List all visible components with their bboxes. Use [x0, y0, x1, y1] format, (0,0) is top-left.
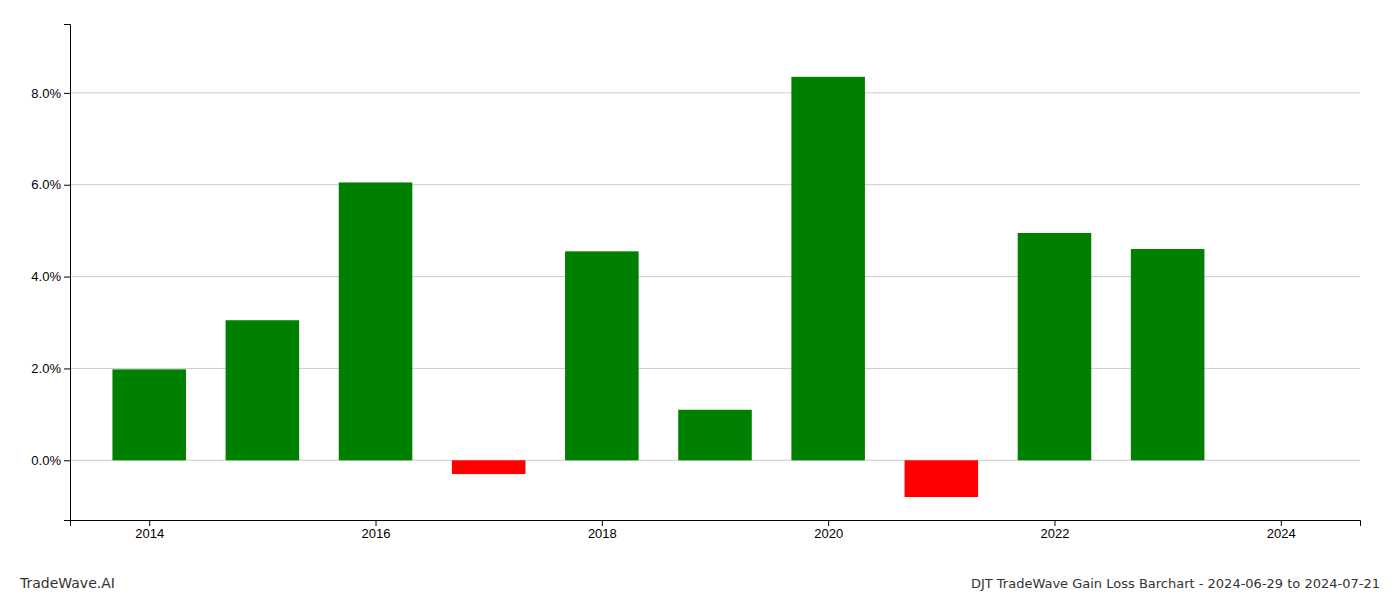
- y-tick-mark: [64, 460, 70, 461]
- y-axis-line: [64, 25, 71, 521]
- x-tick-label: 2024: [1267, 526, 1296, 541]
- grid-line: [70, 184, 1360, 185]
- x-axis-line: [71, 521, 1361, 527]
- grid-line: [70, 92, 1360, 93]
- bar: [791, 77, 865, 460]
- bar: [339, 182, 413, 460]
- annotation: TradeWave.AI: [19, 575, 115, 591]
- y-tick: 6.0%: [31, 177, 70, 192]
- plot-area: 0.0% 2.0% 4.0% 6.0% 8.0% 2014 2016 2018 2020 2022…: [31, 25, 1360, 542]
- y-axis: 0.0% 2.0% 4.0% 6.0% 8.0%: [31, 25, 70, 521]
- x-tick: 2014: [135, 520, 164, 541]
- x-tick-mark: [376, 520, 377, 526]
- bar: [565, 251, 639, 460]
- bar: [678, 410, 752, 461]
- x-tick-mark: [828, 520, 829, 526]
- chart: 0.0% 2.0% 4.0% 6.0% 8.0% 2014 2016 2018 2020 2022…: [0, 0, 1400, 600]
- bar: [1131, 249, 1205, 460]
- bar: [226, 320, 300, 460]
- y-tick-label: 2.0%: [31, 361, 61, 376]
- x-tick-label: 2020: [814, 526, 843, 541]
- x-tick: 2020: [814, 520, 843, 541]
- x-tick-mark: [602, 520, 603, 526]
- y-tick-label: 6.0%: [31, 177, 61, 192]
- x-tick-mark: [149, 520, 150, 526]
- bar: [452, 460, 526, 474]
- x-tick: 2024: [1267, 520, 1296, 541]
- bar: [1018, 233, 1092, 460]
- grid: [70, 93, 1360, 460]
- x-tick-label: 2022: [1041, 526, 1070, 541]
- title: DJT TradeWave Gain Loss Barchart - 2024-…: [971, 576, 1380, 591]
- x-axis: 2014 2016 2018 2020 2022 2024: [71, 520, 1361, 541]
- y-tick-mark: [64, 368, 70, 369]
- y-tick: 8.0%: [31, 86, 70, 101]
- y-tick-mark: [64, 93, 70, 94]
- x-tick: 2022: [1041, 520, 1070, 541]
- x-tick-mark: [1281, 520, 1282, 526]
- y-tick-label: 4.0%: [31, 269, 61, 284]
- y-tick: 0.0%: [31, 453, 70, 468]
- bar: [905, 460, 979, 497]
- y-tick-mark: [64, 185, 70, 186]
- bar: [112, 369, 186, 460]
- x-tick: 2018: [588, 520, 617, 541]
- x-tick-mark: [1054, 520, 1055, 526]
- bars: [112, 77, 1204, 497]
- y-tick-label: 0.0%: [31, 453, 61, 468]
- x-tick-label: 2016: [362, 526, 391, 541]
- x-tick: 2016: [362, 520, 391, 541]
- y-tick-mark: [64, 277, 70, 278]
- y-tick: 2.0%: [31, 361, 70, 376]
- x-tick-label: 2014: [135, 526, 164, 541]
- y-tick-label: 8.0%: [31, 86, 61, 101]
- y-tick: 4.0%: [31, 269, 70, 284]
- x-tick-label: 2018: [588, 526, 617, 541]
